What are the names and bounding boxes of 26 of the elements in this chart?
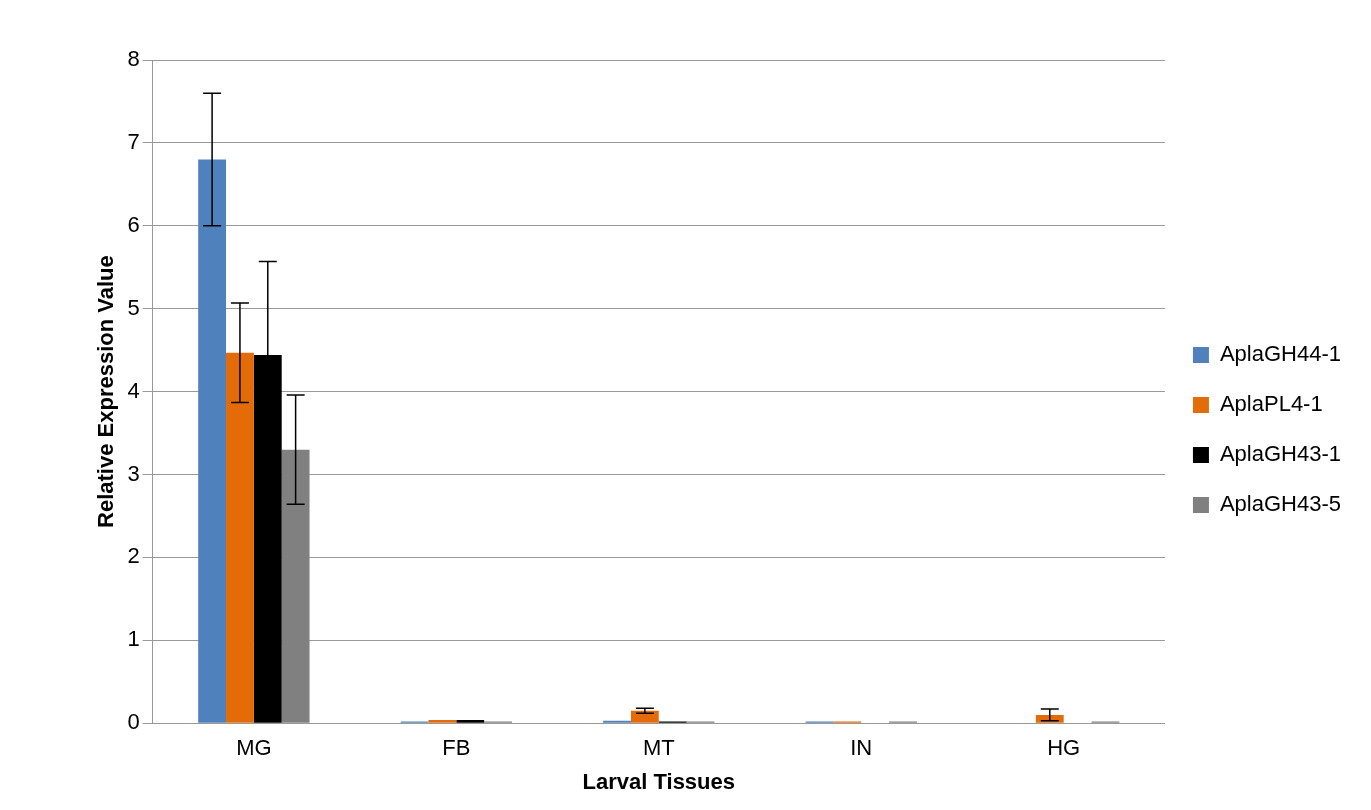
y-tick-label: 1 xyxy=(127,626,140,652)
bar xyxy=(198,159,227,723)
legend-label: AplaGH43-1 xyxy=(1219,441,1342,467)
bar xyxy=(630,710,659,723)
legend-label: AplaPL4-1 xyxy=(1219,391,1323,417)
x-tick-label: MT xyxy=(642,735,675,761)
x-tick-label: MG xyxy=(236,735,272,761)
y-tick-label: 5 xyxy=(127,294,140,320)
x-tick-label: IN xyxy=(850,735,873,761)
y-tick-label: 0 xyxy=(127,709,140,735)
y-tick-label: 6 xyxy=(127,211,140,237)
bar xyxy=(226,352,254,723)
y-tick-label: 8 xyxy=(127,46,140,72)
bar xyxy=(428,719,457,723)
legend-label: AplaGH44-1 xyxy=(1219,341,1342,367)
x-axis-title: Larval Tissues xyxy=(582,768,736,794)
y-tick-label: 3 xyxy=(127,460,140,486)
y-tick-label: 2 xyxy=(127,543,140,569)
legend-label: AplaGH43-5 xyxy=(1219,491,1342,517)
y-tick-label: 4 xyxy=(127,377,140,403)
bar xyxy=(281,449,310,723)
x-tick-label: FB xyxy=(442,735,471,761)
x-tick-label: HG xyxy=(1047,735,1081,761)
y-axis-title: Relative Expression Value xyxy=(93,255,119,528)
y-tick-label: 7 xyxy=(127,128,140,154)
bar xyxy=(456,719,485,723)
